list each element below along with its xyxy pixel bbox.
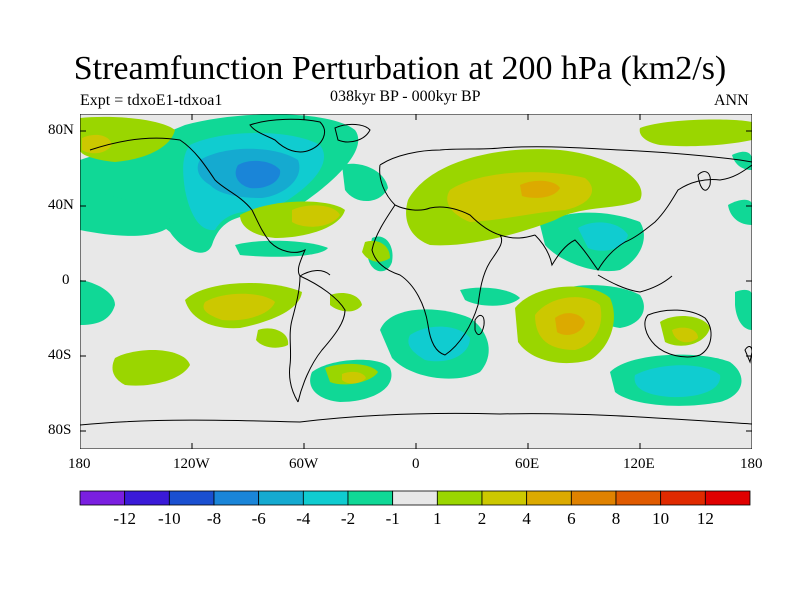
colorbar-label: 8 bbox=[612, 509, 621, 528]
lon-tick-label: 120E bbox=[623, 456, 655, 472]
colorbar-label: 2 bbox=[478, 509, 487, 528]
lat-tick-label: 80N bbox=[48, 122, 74, 138]
lon-tick-label: 60W bbox=[289, 456, 319, 472]
colorbar: -12 -10 -8 -6 -4 -2 -1 1 2 4 6 8 10 12 bbox=[79, 490, 751, 528]
positive-level-3-regions bbox=[520, 180, 585, 335]
plot-title: Streamfunction Perturbation at 200 hPa (… bbox=[73, 50, 727, 87]
colorbar-label: -10 bbox=[158, 509, 181, 528]
colorbar-swatch bbox=[570, 490, 617, 506]
colorbar-label: -6 bbox=[252, 509, 266, 528]
colorbar-swatch bbox=[392, 490, 438, 506]
colorbar-swatch bbox=[481, 490, 528, 506]
lat-tick-label: 80S bbox=[48, 422, 72, 438]
colorbar-swatch bbox=[213, 490, 260, 506]
colorbar-swatch bbox=[124, 490, 170, 506]
colorbar-swatch bbox=[168, 490, 215, 506]
colorbar-swatch bbox=[660, 490, 706, 506]
colorbar-swatch bbox=[704, 490, 751, 506]
colorbar-swatch bbox=[302, 490, 349, 506]
colorbar-label: -12 bbox=[113, 509, 136, 528]
period-label: 038kyr BP - 000kyr BP bbox=[330, 88, 481, 105]
axis-ticks bbox=[80, 114, 752, 449]
lon-tick-label: 60E bbox=[515, 456, 540, 472]
lat-tick-label: 40S bbox=[48, 347, 72, 363]
colorbar-label: -4 bbox=[296, 509, 311, 528]
lon-tick-label: 180 bbox=[68, 456, 91, 472]
lon-tick-label: 180 bbox=[740, 456, 763, 472]
colorbar-swatch bbox=[526, 490, 572, 506]
experiment-label: Expt = tdxoE1-tdxoa1 bbox=[80, 92, 223, 109]
contour-field bbox=[80, 114, 752, 449]
colorbar-label: 1 bbox=[433, 509, 442, 528]
colorbar-swatch bbox=[615, 490, 662, 506]
lat-tick-label: 0 bbox=[62, 272, 70, 288]
colorbar-label: 6 bbox=[567, 509, 576, 528]
coastlines bbox=[80, 118, 752, 426]
colorbar-swatch bbox=[258, 490, 304, 506]
colorbar-swatch bbox=[347, 490, 394, 506]
season-label: ANN bbox=[714, 92, 749, 109]
colorbar-label: 10 bbox=[652, 509, 669, 528]
colorbar-label: 4 bbox=[522, 509, 531, 528]
colorbar-swatch bbox=[79, 490, 126, 506]
colorbar-label: 12 bbox=[697, 509, 714, 528]
colorbar-label: -1 bbox=[386, 509, 400, 528]
colorbar-label: -2 bbox=[341, 509, 355, 528]
colorbar-label: -8 bbox=[207, 509, 221, 528]
lon-tick-label: 120W bbox=[173, 456, 210, 472]
lon-tick-label: 0 bbox=[412, 456, 420, 472]
colorbar-swatch bbox=[436, 490, 483, 506]
lat-tick-label: 40N bbox=[48, 197, 74, 213]
negative-level-4-regions bbox=[235, 160, 281, 189]
